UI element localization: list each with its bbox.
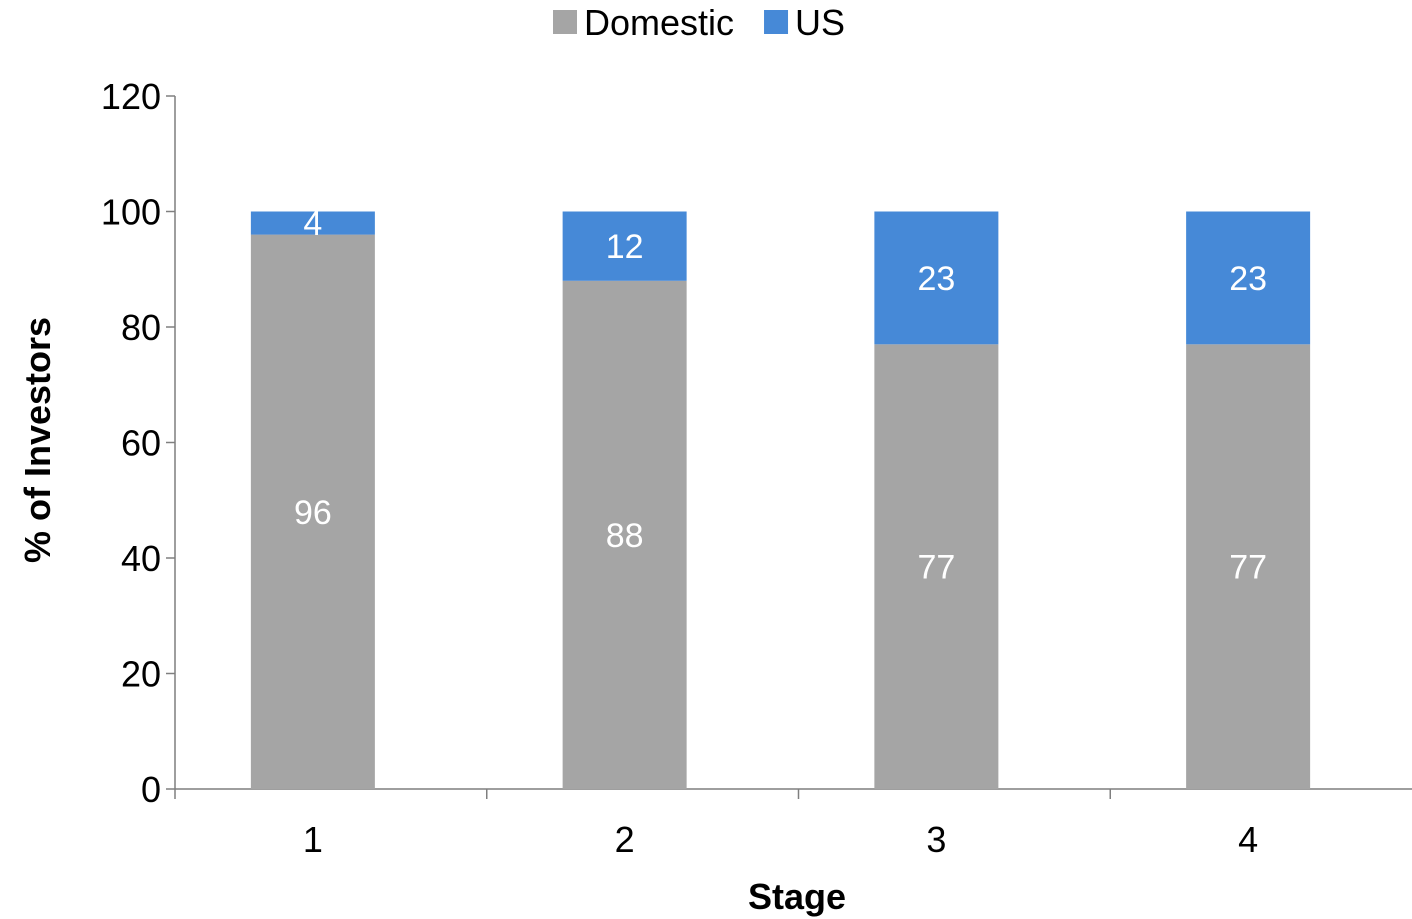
y-tick-label: 100 (101, 192, 161, 233)
bar-us-stage-1 (250, 211, 375, 235)
data-label-domestic-stage-1: 96 (294, 494, 332, 532)
data-labels: 96 4 88 12 77 23 77 23 (294, 205, 1267, 587)
x-axis: 1 2 3 4 (174, 788, 1412, 860)
x-axis-title: Stage (748, 876, 846, 917)
y-tick-label: 0 (141, 769, 161, 810)
bar-us-stage-3 (874, 211, 999, 345)
data-label-domestic-stage-4: 77 (1229, 549, 1267, 587)
data-label-domestic-stage-2: 88 (606, 517, 644, 555)
data-label-us-stage-3: 23 (917, 260, 955, 298)
x-tick-label: 2 (615, 819, 635, 860)
y-tick-label: 40 (121, 538, 161, 579)
bar-us-stage-4 (1186, 211, 1311, 345)
data-label-us-stage-2: 12 (606, 228, 644, 266)
y-axis: 0 20 40 60 80 100 120 (101, 76, 176, 810)
bar-domestic-stage-1 (250, 234, 375, 790)
legend: Domestic US (553, 2, 845, 43)
x-tick-label: 4 (1238, 819, 1258, 860)
x-tick-label: 3 (926, 819, 946, 860)
legend-swatch-domestic (553, 10, 577, 34)
y-tick-label: 60 (121, 423, 161, 464)
bar-domestic-stage-4 (1186, 344, 1311, 789)
bar-domestic-stage-3 (874, 344, 999, 789)
y-tick-label: 120 (101, 76, 161, 117)
data-label-us-stage-4: 23 (1229, 260, 1267, 298)
legend-label-domestic: Domestic (584, 2, 734, 43)
y-axis-title: % of Investors (17, 317, 58, 563)
legend-swatch-us (764, 10, 789, 34)
data-label-us-stage-1: 4 (303, 205, 322, 243)
x-tick-label: 1 (303, 819, 323, 860)
y-tick-label: 20 (121, 654, 161, 695)
bars (250, 211, 1311, 790)
y-tick-label: 80 (121, 307, 161, 348)
legend-label-us: US (795, 2, 845, 43)
data-label-domestic-stage-3: 77 (917, 549, 955, 587)
bar-us-stage-2 (562, 211, 687, 281)
bar-domestic-stage-2 (562, 280, 687, 789)
